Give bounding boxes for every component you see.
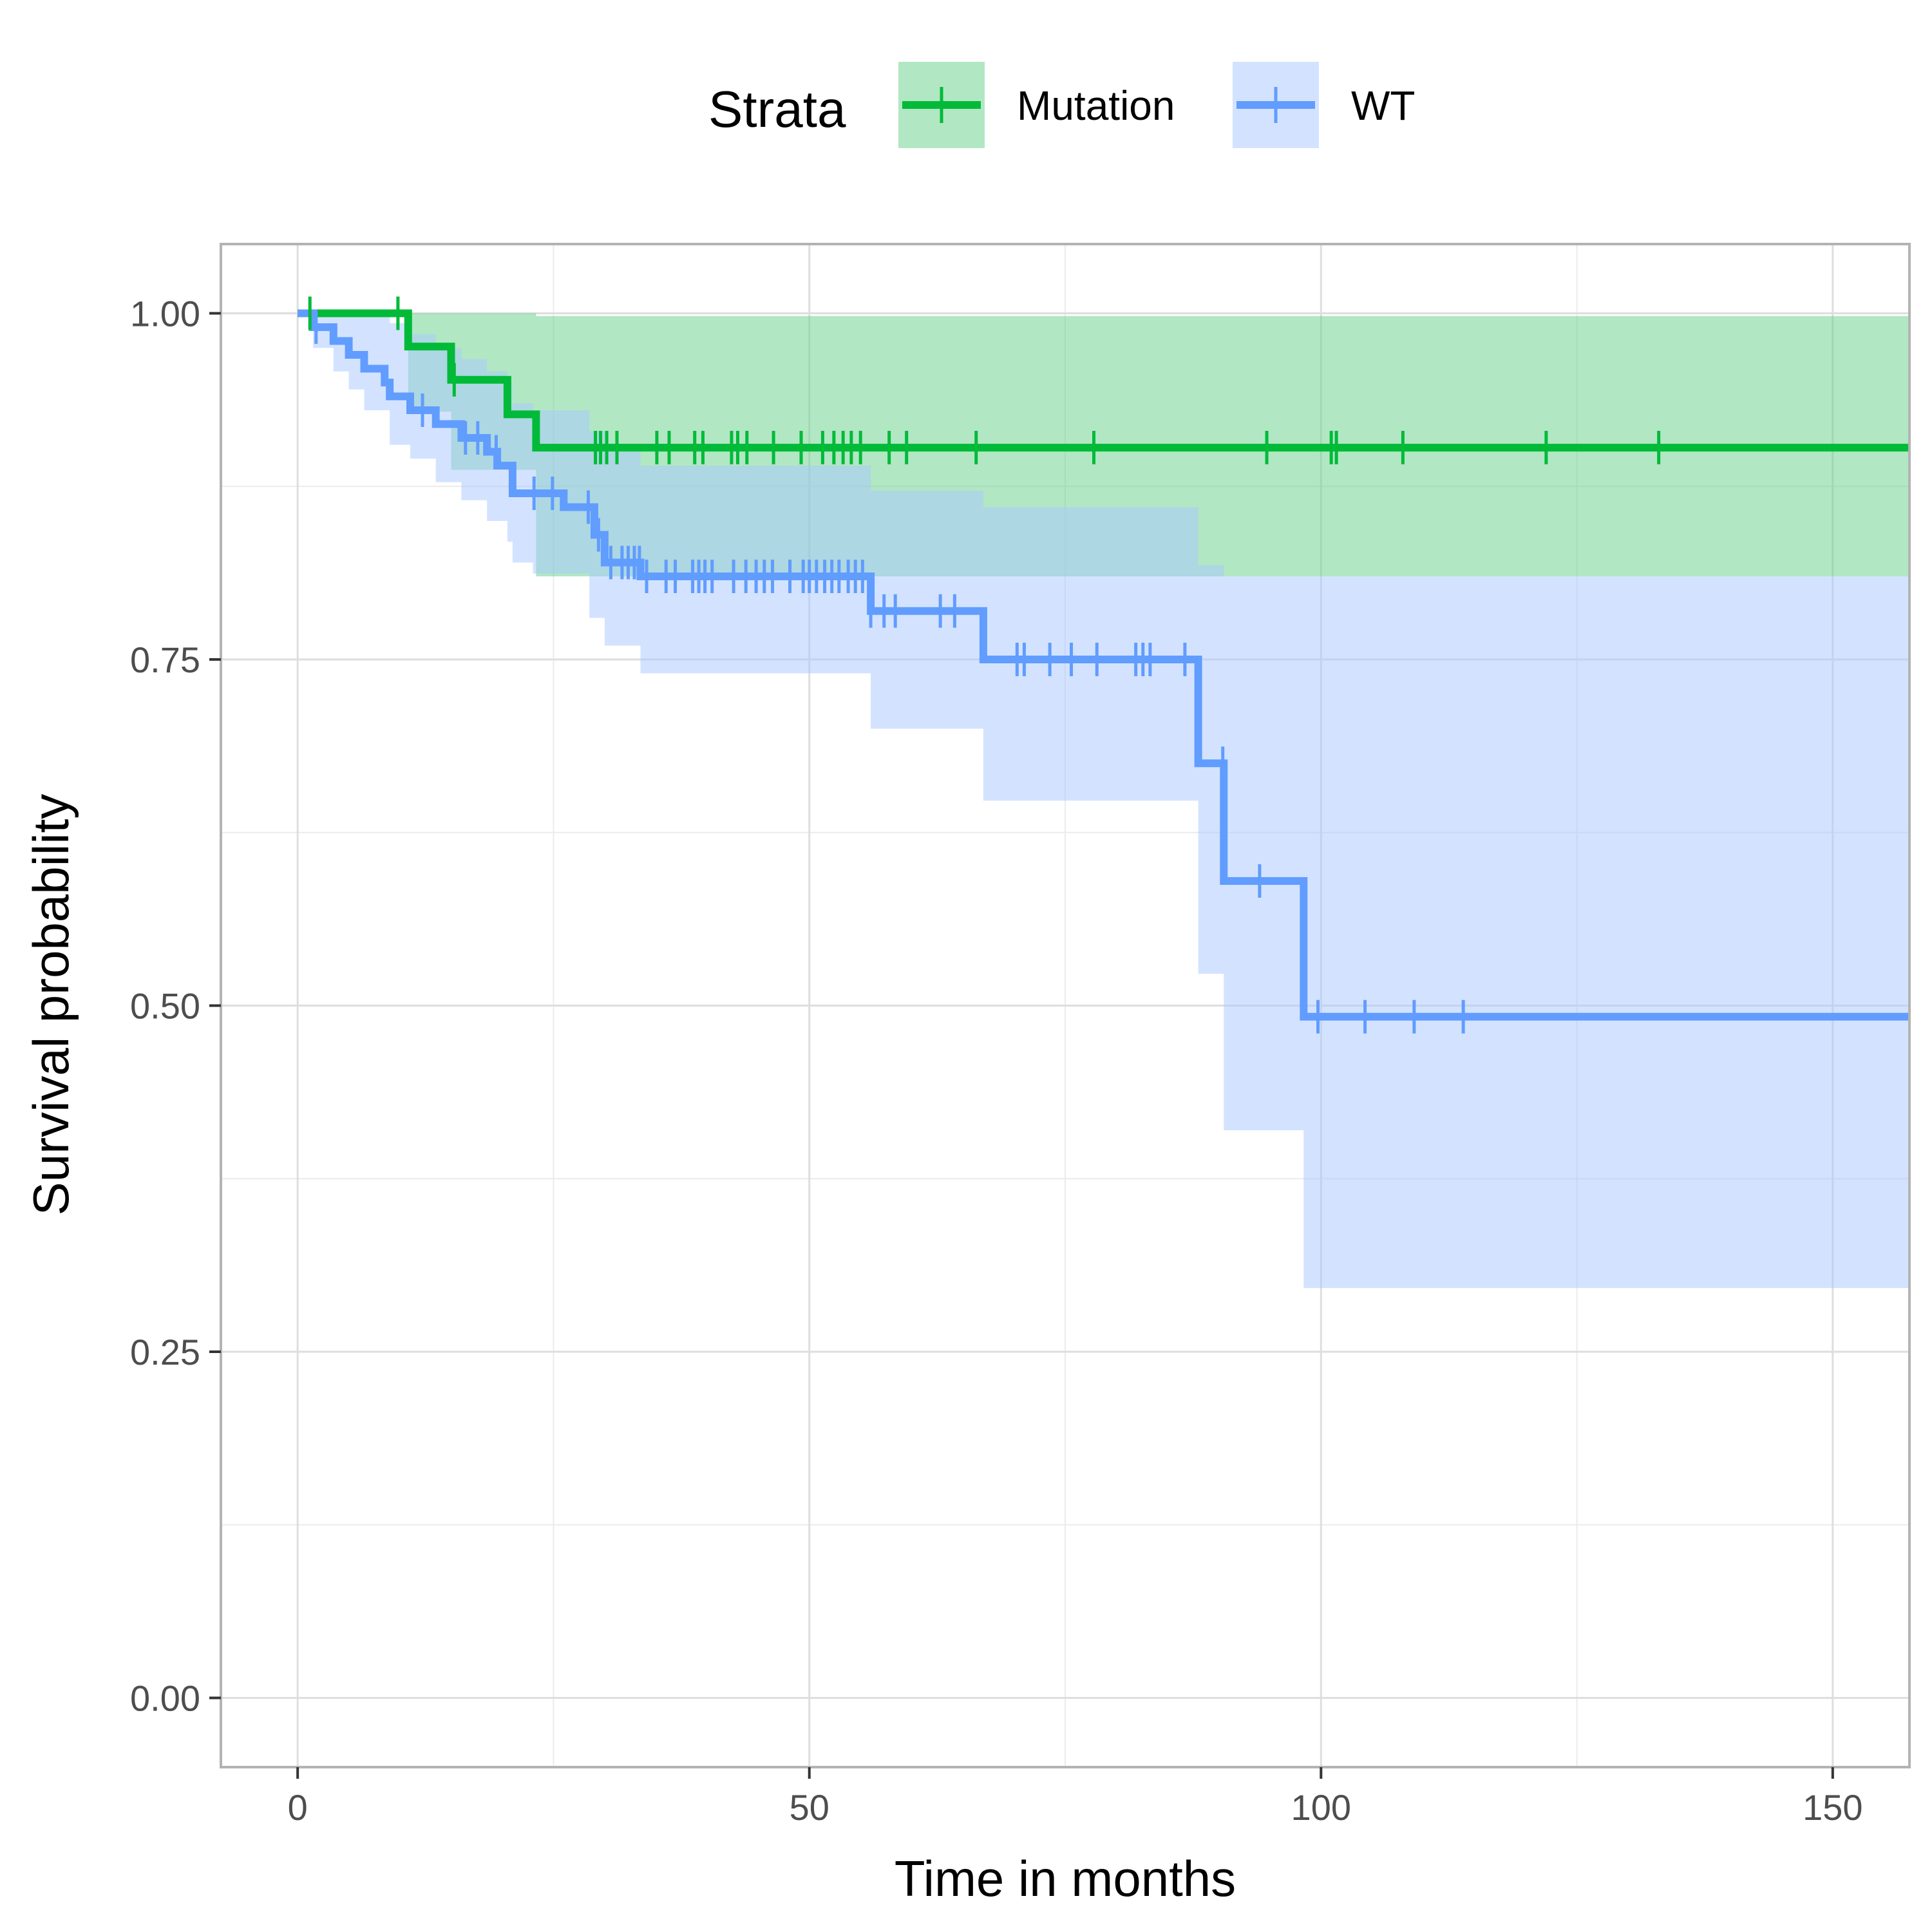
x-tick-label: 50 bbox=[790, 1787, 829, 1828]
y-tick-label: 0.75 bbox=[130, 639, 200, 680]
legend-title: Strata bbox=[708, 80, 846, 138]
legend-label-mutation: Mutation bbox=[1017, 82, 1175, 129]
y-tick-label: 0.00 bbox=[130, 1678, 200, 1719]
legend-label-wt: WT bbox=[1351, 82, 1416, 129]
legend: Strata Mutation WT bbox=[708, 62, 1416, 148]
y-tick-label: 0.50 bbox=[130, 986, 200, 1027]
y-tick-label: 0.25 bbox=[130, 1332, 200, 1372]
censor-marks bbox=[308, 296, 1661, 1034]
x-tick-label: 0 bbox=[288, 1787, 308, 1828]
y-axis-title: Survival probability bbox=[23, 794, 79, 1216]
x-axis-title: Time in months bbox=[895, 1850, 1236, 1907]
survival-line-mutation bbox=[298, 309, 1909, 452]
x-tick-label: 100 bbox=[1291, 1787, 1351, 1828]
ci-band-wt bbox=[298, 313, 1910, 1289]
y-tick-label: 1.00 bbox=[130, 294, 200, 334]
axes: 0 50 100 150 0.00 0.25 0.50 0.75 1.00 bbox=[130, 294, 1863, 1828]
x-tick-label: 150 bbox=[1803, 1787, 1862, 1828]
